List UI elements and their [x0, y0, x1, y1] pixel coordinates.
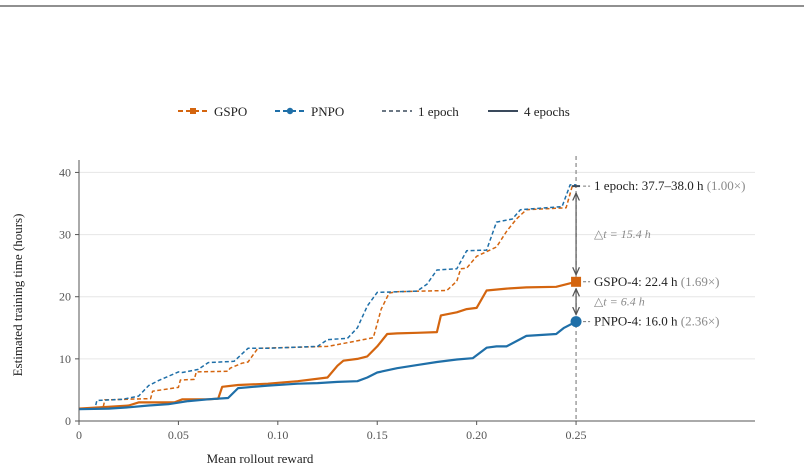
legend-item-pnpo: PNPO — [275, 104, 344, 119]
annotation-label-gspo-4: GSPO-4: 22.4 h (1.69×) — [594, 274, 719, 289]
series-line-gspo-1-epoch — [79, 185, 577, 410]
y-tick-label: 30 — [59, 228, 71, 242]
x-tick-label: 0.10 — [267, 428, 288, 442]
legend-label: GSPO — [214, 104, 247, 119]
y-tick-label: 20 — [59, 290, 71, 304]
x-tick-label: 0 — [76, 428, 82, 442]
series-line-gspo-4-epochs — [78, 280, 577, 410]
endpoint-marker-gspo-4 — [571, 276, 582, 287]
legend: GSPO PNPO 1 epoch 4 epochs — [178, 104, 570, 119]
x-axis-label: Mean rollout reward — [207, 451, 314, 466]
delta-label: △t = 6.4 h — [594, 295, 645, 309]
annotation-label-pnpo-4: PNPO-4: 16.0 h (2.36×) — [594, 314, 719, 329]
x-tick-label: 0.20 — [466, 428, 487, 442]
endpoint-marker-pnpo-4 — [570, 316, 582, 328]
annotations: 1 epoch: 37.7–38.0 h (1.00×) GSPO-4: 22.4… — [570, 178, 745, 329]
axes: 0 10 20 30 40 0 0.05 0.10 0.15 0.20 0.25 — [59, 160, 755, 442]
y-tick-label: 0 — [65, 414, 71, 428]
delta-label: △t = 15.4 h — [594, 227, 651, 241]
legend-item-gspo: GSPO — [178, 104, 247, 119]
y-tick-label: 10 — [59, 352, 71, 366]
legend-swatch-marker — [190, 108, 196, 114]
x-tick-label: 0.25 — [566, 428, 587, 442]
legend-item-1-epoch: 1 epoch — [382, 104, 459, 119]
legend-item-4-epochs: 4 epochs — [488, 104, 570, 119]
series-group — [78, 184, 577, 411]
x-tick-label: 0.15 — [367, 428, 388, 442]
legend-label: 1 epoch — [418, 104, 459, 119]
grid — [79, 156, 755, 421]
series-line-pnpo-4-epochs — [78, 320, 577, 411]
y-tick-label: 40 — [59, 165, 71, 179]
x-tick-label: 0.05 — [168, 428, 189, 442]
legend-label: 4 epochs — [524, 104, 570, 119]
legend-label: PNPO — [311, 104, 344, 119]
legend-swatch-marker — [286, 107, 294, 115]
annotation-label-one-epoch: 1 epoch: 37.7–38.0 h (1.00×) — [594, 178, 745, 193]
series-line-pnpo-1-epoch — [78, 184, 577, 410]
y-axis-label: Estimated training time (hours) — [10, 214, 25, 377]
